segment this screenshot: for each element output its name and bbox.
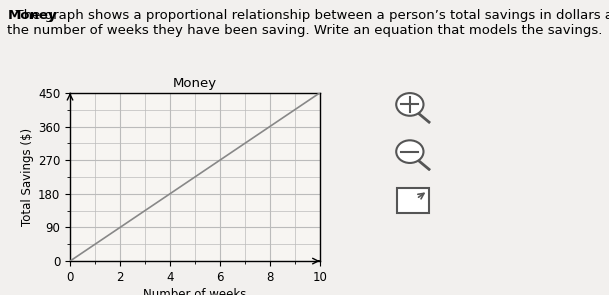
FancyBboxPatch shape [397, 188, 429, 213]
Text: The graph shows a proportional relationship between a person’s total savings in : The graph shows a proportional relations… [7, 9, 609, 37]
Y-axis label: Total Savings ($): Total Savings ($) [21, 128, 33, 226]
Title: Money: Money [173, 77, 217, 90]
Circle shape [396, 140, 423, 163]
X-axis label: Number of weeks: Number of weeks [143, 288, 247, 295]
Text: Money: Money [7, 9, 57, 22]
Circle shape [396, 93, 423, 116]
